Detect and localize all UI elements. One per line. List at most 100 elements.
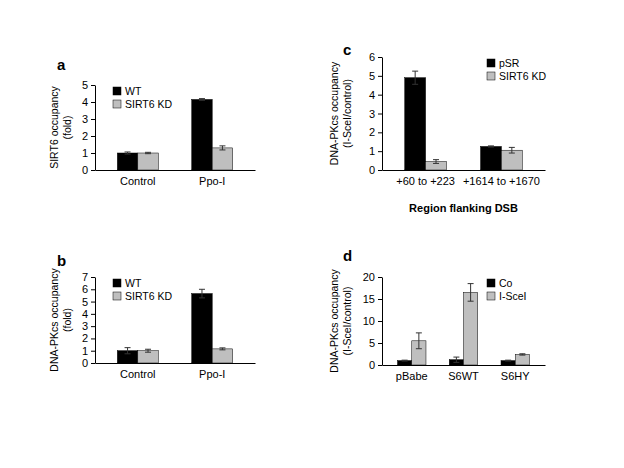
y-axis-title: SIRT6 occupancy	[48, 85, 60, 168]
error-bar	[468, 284, 474, 302]
error-line	[456, 357, 457, 362]
legend-item: SIRT6 KD	[113, 98, 172, 110]
tick: 4	[82, 308, 95, 320]
error-cap	[402, 361, 408, 362]
y-axis: 012345	[82, 79, 96, 176]
error-bar	[145, 349, 151, 352]
error-cap	[145, 352, 151, 353]
error-bar	[219, 348, 225, 350]
error-cap	[219, 349, 225, 350]
bar	[515, 354, 529, 365]
tick-mark	[378, 114, 382, 115]
tick-label: Ppo-I	[199, 175, 225, 187]
tick-label: pBabe	[396, 370, 428, 382]
plot-area	[117, 289, 232, 363]
error-cap	[453, 357, 459, 358]
tick: 3	[82, 320, 95, 332]
error-cap	[416, 332, 422, 333]
error-cap	[125, 353, 131, 354]
tick-label: 2	[82, 332, 88, 344]
axis-line	[96, 170, 256, 171]
bar	[405, 78, 426, 170]
tick-mark	[378, 76, 382, 77]
legend: pSRSIRT6 KD	[487, 57, 546, 82]
error-cap	[125, 151, 131, 152]
error-line	[222, 146, 223, 150]
error-cap	[125, 154, 131, 155]
y-axis-title: (fold)	[61, 308, 73, 332]
error-bar	[402, 360, 408, 362]
tick-mark	[91, 289, 95, 290]
tick-label: 2	[82, 130, 88, 142]
error-bar	[453, 357, 459, 362]
error-bar	[433, 160, 439, 164]
error-cap	[145, 153, 151, 154]
tick-mark	[378, 170, 382, 171]
tick-mark	[91, 302, 95, 303]
tick-label: 3	[82, 320, 88, 332]
legend-label: I-SceI	[499, 290, 526, 302]
error-line	[415, 71, 416, 84]
error-cap	[509, 153, 515, 154]
tick-label: Control	[120, 175, 155, 187]
legend-item: I-SceI	[487, 290, 526, 302]
bar	[192, 294, 212, 363]
error-cap	[199, 289, 205, 290]
tick-label: S6WT	[448, 370, 479, 382]
tick-label: +1614 to +1670	[463, 175, 540, 187]
error-cap	[219, 145, 225, 146]
error-cap	[488, 147, 494, 148]
error-cap	[488, 145, 494, 146]
bar	[501, 150, 522, 170]
legend-swatch	[487, 279, 495, 287]
bar	[481, 146, 502, 170]
bar	[138, 351, 158, 363]
tick-mark	[91, 102, 95, 103]
tick: 6	[369, 51, 382, 63]
tick-mark	[378, 343, 382, 344]
tick-label: 5	[369, 70, 375, 82]
error-cap	[416, 348, 422, 349]
y-axis: 01234567	[82, 271, 96, 369]
tick-mark	[91, 85, 95, 86]
bar	[501, 361, 515, 365]
tick: 0	[369, 359, 382, 371]
error-bar	[125, 348, 131, 354]
legend-swatch	[113, 279, 121, 287]
tick-mark	[91, 351, 95, 352]
y-axis-title: DNA-PKcs occupancy	[48, 268, 60, 372]
error-bar	[509, 147, 515, 153]
tick-label: +60 to +223	[396, 175, 455, 187]
tick: 6	[82, 283, 95, 295]
error-cap	[505, 361, 511, 362]
tick-mark	[91, 153, 95, 154]
error-cap	[125, 347, 131, 348]
tick-mark	[378, 299, 382, 300]
bar	[212, 148, 232, 170]
tick-mark	[91, 338, 95, 339]
axis-line	[95, 86, 96, 171]
tick-mark	[378, 95, 382, 96]
tick: 5	[369, 337, 382, 349]
error-bar	[199, 289, 205, 298]
tick-label: 0	[82, 164, 88, 176]
error-cap	[199, 100, 205, 101]
legend-swatch	[113, 292, 121, 300]
tick: 5	[82, 296, 95, 308]
bar	[138, 153, 158, 170]
error-cap	[468, 283, 474, 284]
tick: 15	[363, 293, 382, 305]
tick-label: 4	[82, 308, 88, 320]
tick: 2	[82, 130, 95, 142]
tick: +60 to +223	[396, 175, 455, 187]
tick-label: Control	[120, 368, 155, 380]
bar	[212, 349, 232, 363]
tick: 3	[82, 113, 95, 125]
x-axis: pBabeS6WTS6HY	[383, 366, 546, 382]
plot-area	[405, 71, 523, 170]
tick-mark	[378, 365, 382, 366]
panel-label: c	[343, 41, 351, 58]
legend-label: Co	[499, 277, 513, 289]
error-bar	[199, 99, 205, 101]
axis-line	[96, 363, 256, 364]
